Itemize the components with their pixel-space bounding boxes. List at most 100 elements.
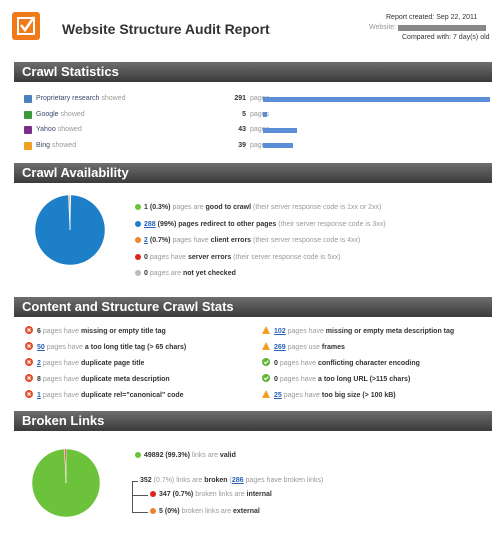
page-count: 291 — [234, 95, 246, 102]
source-label: Bing showed — [36, 141, 76, 151]
ok-icon — [262, 374, 270, 382]
section-header: Broken Links — [14, 411, 492, 431]
text-part: pages use — [287, 344, 320, 351]
status-icon — [262, 326, 270, 334]
text-part: pages have — [283, 392, 320, 399]
page-unit: pages — [250, 110, 270, 118]
text-part: duplicate rel="canonical" code — [81, 392, 184, 399]
source-icon — [24, 95, 32, 103]
source-suffix: showed — [51, 141, 77, 149]
legend-dot — [135, 253, 141, 260]
page-count: 43 — [238, 126, 246, 133]
text-part: pages have broken links) — [245, 477, 324, 484]
text-part: (0%) — [164, 508, 180, 515]
section-header: Crawl Statistics — [14, 62, 492, 82]
section-header: Content and Structure Crawl Stats — [14, 297, 492, 317]
text-part: (0.7%) — [172, 491, 194, 498]
status-line: 49892 (99.3%) links are valid — [135, 451, 236, 461]
source-suffix: showed — [57, 126, 82, 133]
text-part: good to crawl — [205, 204, 252, 211]
source-icon — [24, 110, 32, 119]
text-part: pages have — [287, 328, 324, 335]
warning-icon — [262, 342, 270, 350]
text-part: pages have — [46, 344, 83, 351]
ok-mark — [263, 376, 269, 381]
text-part: missing or empty meta description tag — [325, 328, 455, 335]
text-part: 49892 — [144, 452, 164, 459]
status-line: 102 pages have missing or empty meta des… — [262, 326, 454, 337]
text-part: server errors — [188, 253, 232, 261]
logo — [12, 12, 40, 40]
page-unit: pages — [250, 126, 270, 133]
legend-dot — [135, 452, 141, 458]
website-redacted — [398, 25, 486, 31]
status-line: 288 (99%) pages redirect to other pages … — [135, 220, 386, 230]
error-mark — [27, 328, 31, 332]
text-part: conflicting character encoding — [318, 360, 420, 367]
status-line: 0 pages are not yet checked — [135, 269, 236, 279]
text-part: a too long URL (>115 chars) — [318, 376, 411, 383]
legend-dot — [135, 220, 141, 227]
legend-dot — [135, 270, 141, 276]
text-part: too big size (> 100 kB) — [321, 392, 396, 399]
legend-dot — [135, 204, 141, 210]
text-part: (99.3%) — [165, 452, 190, 459]
text-part: pages have — [149, 253, 187, 261]
text-part: internal — [246, 491, 272, 498]
status-icon — [25, 326, 33, 334]
text-part: 286 — [231, 477, 244, 484]
page-unit: pages — [250, 95, 270, 102]
text-part: (0.7%) — [153, 477, 175, 484]
legend-dot — [150, 508, 156, 514]
tree-line — [132, 495, 148, 496]
status-icon — [262, 358, 270, 366]
text-part: pages have — [42, 376, 80, 383]
source-suffix: showed — [60, 110, 85, 118]
bar — [263, 112, 267, 117]
ok-icon — [262, 358, 270, 366]
text-part: duplicate page title — [81, 360, 145, 367]
text-part: 269 — [274, 344, 286, 351]
source-icon — [24, 126, 32, 134]
warning-icon — [262, 326, 270, 334]
text-part: a too long title tag (> 65 chars) — [84, 344, 187, 351]
compared-with: Compared with: 7 day(s) old — [402, 34, 490, 41]
source-icon — [24, 141, 32, 150]
text-part: 0 — [144, 270, 148, 277]
text-part: client errors — [210, 237, 252, 244]
bar — [263, 127, 297, 133]
pie-slice — [64, 448, 67, 484]
text-part: pages have — [279, 376, 317, 383]
pie-chart — [31, 448, 101, 518]
status-icon — [25, 358, 33, 366]
status-line: 352 (0.7%) links are broken (286 pages h… — [140, 476, 323, 486]
text-part: 50 — [37, 344, 45, 351]
page-count: 39 — [238, 141, 246, 149]
text-part: pages are — [149, 270, 181, 277]
status-line: 0 pages have conflicting character encod… — [262, 358, 420, 369]
text-part: links are — [176, 477, 203, 484]
text-part: 288 — [144, 220, 156, 228]
text-part: pages have — [42, 360, 80, 367]
status-line: 347 (0.7%) broken links are internal — [150, 490, 272, 500]
legend-dot — [150, 491, 156, 497]
tree-line — [132, 512, 148, 513]
tree-line — [132, 481, 138, 482]
text-part: valid — [219, 452, 236, 459]
status-line: 6 pages have missing or empty title tag — [25, 326, 166, 337]
text-part: (0.3%) — [149, 204, 171, 211]
status-line: 2 pages have duplicate page title — [25, 358, 144, 369]
text-part: external — [232, 508, 260, 515]
source-name: Bing — [36, 141, 51, 149]
status-icon — [25, 374, 33, 382]
status-icon — [25, 390, 33, 398]
text-part: 2 — [37, 360, 41, 367]
bar — [263, 96, 490, 102]
status-line: 1 pages have duplicate rel="canonical" c… — [25, 390, 184, 401]
text-part: 0 — [274, 376, 278, 383]
text-part: duplicate meta description — [81, 376, 170, 383]
source-name: Proprietary research — [36, 95, 100, 102]
error-mark — [27, 360, 31, 364]
status-icon — [262, 374, 270, 382]
